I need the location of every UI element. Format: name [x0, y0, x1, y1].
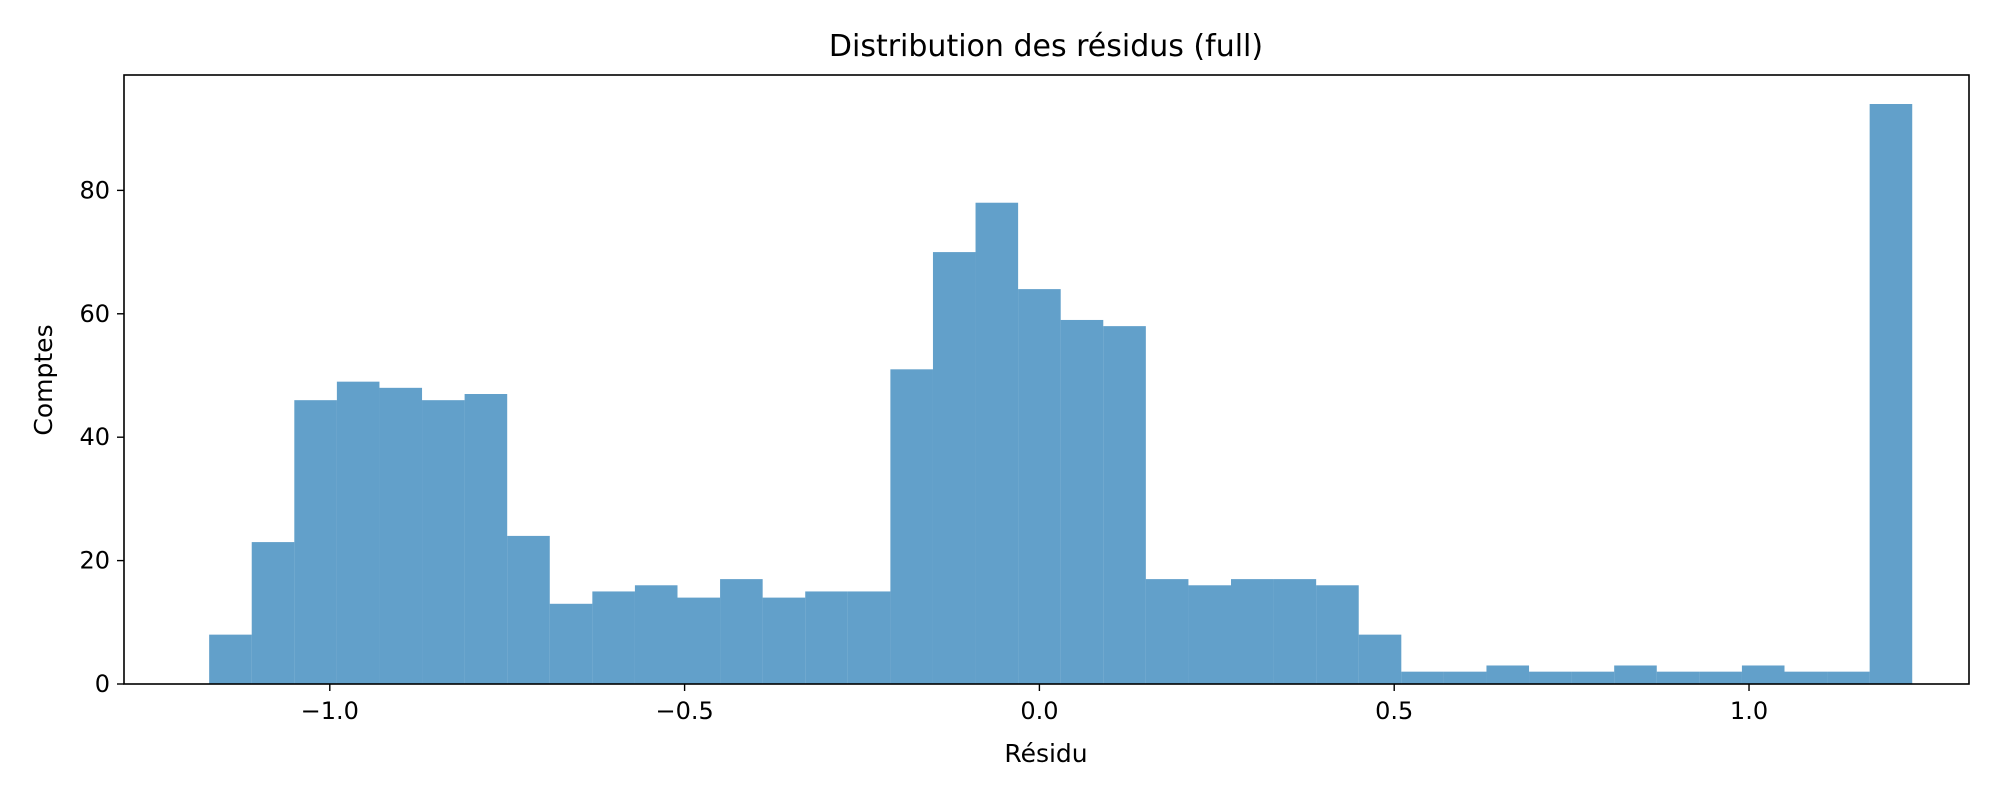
- y-tick-label: 40: [79, 423, 110, 451]
- histogram-bar: [932, 252, 976, 684]
- histogram-bar: [1869, 104, 1913, 684]
- histogram-bar: [507, 535, 550, 684]
- histogram-bar: [1231, 579, 1274, 684]
- histogram-bar: [1699, 671, 1742, 684]
- histogram-bar: [1529, 671, 1572, 684]
- histogram-bar: [294, 400, 337, 684]
- x-tick-label: −0.5: [655, 697, 713, 725]
- chart-title: Distribution des résidus (full): [829, 29, 1263, 64]
- histogram-bar: [720, 579, 763, 684]
- y-tick-label: 80: [79, 176, 110, 204]
- histogram-bar: [1316, 585, 1359, 684]
- y-tick-label: 20: [79, 547, 110, 575]
- x-tick-label: 1.0: [1730, 697, 1768, 725]
- histogram-bar: [890, 369, 933, 684]
- plot-frame: [123, 74, 1970, 685]
- histogram-bar: [592, 591, 635, 684]
- histogram-bar: [209, 634, 252, 684]
- histogram-bar: [1018, 289, 1061, 684]
- histogram-bar: [762, 597, 806, 684]
- histogram-bar: [634, 585, 678, 684]
- histogram-bar: [1188, 585, 1231, 684]
- x-axis: −1.0 −0.5 0.0 0.5 1.0: [301, 684, 1768, 725]
- y-tick-label: 0: [95, 670, 110, 698]
- x-axis-label: Résidu: [1004, 739, 1087, 768]
- histogram-bar: [379, 387, 423, 684]
- histogram-bar: [1358, 634, 1402, 684]
- histogram-bar: [1571, 671, 1615, 684]
- histogram-bar: [1656, 671, 1700, 684]
- histogram-bar: [1827, 671, 1870, 684]
- histogram-bar: [1486, 665, 1530, 684]
- histogram-bar: [1784, 671, 1828, 684]
- histogram-bar: [1060, 319, 1104, 684]
- histogram-bar: [805, 591, 848, 684]
- y-tick-label: 60: [79, 300, 110, 328]
- histogram-bar: [422, 400, 465, 684]
- histogram-bar: [1145, 579, 1189, 684]
- histogram-bar: [1443, 671, 1487, 684]
- histogram-bar: [677, 597, 721, 684]
- x-tick-label: 0.5: [1375, 697, 1413, 725]
- histogram-bar: [1741, 665, 1785, 684]
- y-axis-label: Comptes: [29, 324, 58, 435]
- histogram-bar: [464, 394, 508, 684]
- histogram-bar: [975, 202, 1019, 684]
- histogram-bar: [251, 542, 295, 684]
- y-axis: 0 20 40 60 80: [79, 176, 124, 698]
- x-tick-label: −1.0: [301, 697, 359, 725]
- histogram-bar: [1273, 579, 1317, 684]
- histogram-bars: [209, 104, 1913, 684]
- x-tick-label: 0.0: [1020, 697, 1058, 725]
- histogram-bar: [336, 381, 380, 684]
- histogram-bar: [1103, 326, 1146, 684]
- histogram-bar: [1614, 665, 1657, 684]
- histogram-bar: [847, 591, 891, 684]
- histogram-bar: [1401, 671, 1444, 684]
- histogram-bar: [549, 603, 593, 684]
